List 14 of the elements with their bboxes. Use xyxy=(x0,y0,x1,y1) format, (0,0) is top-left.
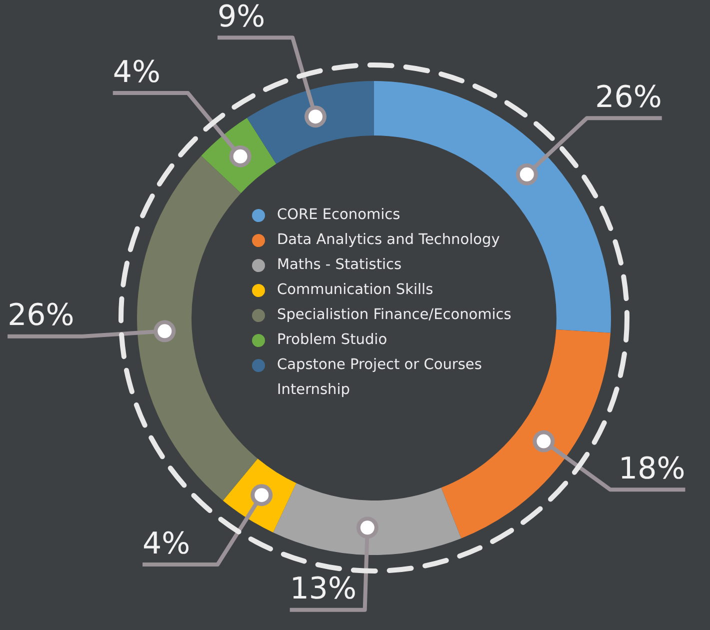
legend-label: Capstone Project or Courses Internship xyxy=(277,356,483,400)
data-label: 9% xyxy=(218,0,266,34)
data-label: 4% xyxy=(142,526,190,562)
data-label: 13% xyxy=(290,572,357,607)
legend-label: CORE Economics xyxy=(277,206,400,225)
legend-label: Maths - Statistics xyxy=(277,256,402,275)
legend-label: Data Analytics and Technology xyxy=(277,231,500,250)
legend-label: Problem Studio xyxy=(277,331,388,350)
data-label: 4% xyxy=(112,54,160,90)
data-label: 26% xyxy=(8,298,74,334)
data-label: 18% xyxy=(618,451,686,486)
legend-label: Specialistion Finance/Economics xyxy=(277,306,512,325)
data-label: 26% xyxy=(595,80,662,115)
legend-label: Communication Skills xyxy=(277,281,434,300)
